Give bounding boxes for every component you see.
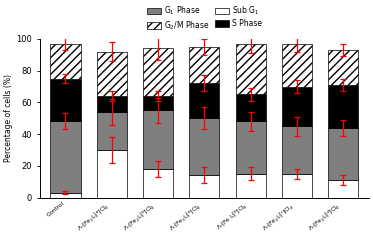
Bar xyxy=(189,118,219,175)
Bar xyxy=(97,150,127,198)
Bar xyxy=(236,174,266,198)
Legend: G$_1$ Phase, G$_2$/M Phase, Sub G$_1$, S Phase: G$_1$ Phase, G$_2$/M Phase, Sub G$_1$, S… xyxy=(147,5,262,32)
Y-axis label: Percentage of cells (%): Percentage of cells (%) xyxy=(4,74,13,162)
Bar xyxy=(143,96,173,110)
Bar xyxy=(236,121,266,174)
Bar xyxy=(97,52,127,96)
Bar xyxy=(50,121,81,193)
Bar xyxy=(143,110,173,169)
Bar xyxy=(328,128,358,180)
Bar xyxy=(97,112,127,150)
Bar xyxy=(97,96,127,112)
Bar xyxy=(282,87,312,126)
Bar xyxy=(189,175,219,198)
Bar xyxy=(189,47,219,83)
Bar xyxy=(189,83,219,118)
Bar xyxy=(50,44,81,79)
Bar xyxy=(50,193,81,198)
Bar xyxy=(50,79,81,121)
Bar xyxy=(143,169,173,198)
Bar xyxy=(282,44,312,87)
Bar xyxy=(328,180,358,198)
Bar xyxy=(143,49,173,96)
Bar xyxy=(282,126,312,174)
Bar xyxy=(328,50,358,85)
Bar xyxy=(236,44,266,94)
Bar xyxy=(236,94,266,121)
Bar xyxy=(328,85,358,128)
Bar xyxy=(282,174,312,198)
